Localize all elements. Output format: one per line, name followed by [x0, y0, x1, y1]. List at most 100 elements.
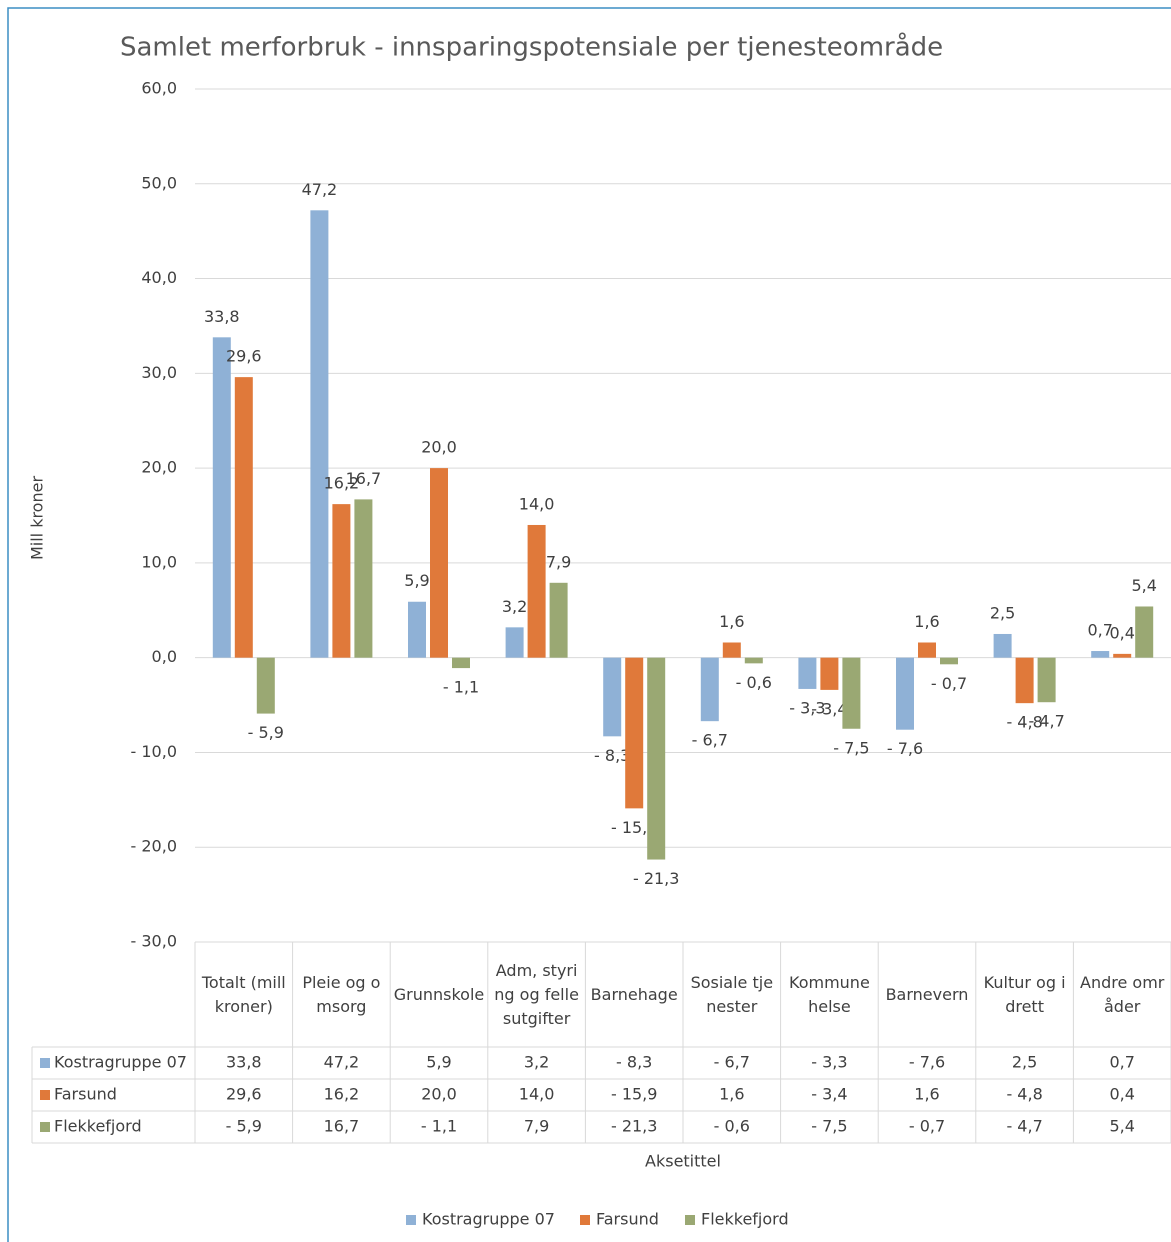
data-label: - 6,7 — [692, 731, 728, 750]
table-value: - 4,7 — [1006, 1117, 1042, 1136]
bar — [744, 657, 763, 664]
x-tick-label: Adm, styring og fellesutgifter — [494, 960, 579, 1028]
data-label: - 4,7 — [1028, 712, 1064, 731]
table-value: 16,2 — [324, 1085, 360, 1104]
data-label: 0,4 — [1109, 623, 1134, 642]
category-cell: Barnehage — [590, 984, 678, 1004]
table-value: 1,6 — [719, 1085, 744, 1104]
bar — [940, 657, 958, 665]
x-tick-label: Pleie og omsorg — [302, 972, 381, 1016]
table-value: - 21,3 — [611, 1117, 657, 1136]
legend-key — [40, 1058, 50, 1068]
table-value: - 4,8 — [1006, 1085, 1042, 1104]
table-value: 0,7 — [1109, 1053, 1134, 1072]
bar — [1113, 653, 1132, 658]
x-tick-label: Andre områder — [1080, 972, 1165, 1016]
bar — [1091, 651, 1110, 658]
bar — [647, 657, 666, 860]
bar — [1037, 657, 1056, 703]
bar — [430, 468, 448, 658]
category-cell: Sosiale tjenester — [690, 972, 774, 1016]
table-value: - 15,9 — [611, 1085, 657, 1104]
x-tick-label: Grunnskole — [393, 984, 485, 1004]
category-cell: Pleie og omsorg — [302, 972, 381, 1016]
data-label: - 0,6 — [736, 673, 772, 692]
data-label: 1,6 — [914, 612, 939, 631]
row-label: Farsund — [54, 1085, 117, 1104]
y-tick-label: 30,0 — [141, 363, 177, 382]
data-label: - 3,4 — [811, 699, 847, 718]
legend-key — [406, 1215, 416, 1225]
category-cell: Andre områder — [1080, 972, 1165, 1016]
table-value: - 0,6 — [714, 1117, 750, 1136]
legend-label: Flekkefjord — [701, 1210, 789, 1229]
bar — [332, 504, 351, 658]
legend-label: Kostragruppe 07 — [422, 1210, 555, 1229]
bar — [256, 657, 275, 714]
table-value: 1,6 — [914, 1085, 939, 1104]
data-label: - 4,8 — [1006, 713, 1042, 732]
legend-key — [685, 1215, 695, 1225]
bar — [310, 210, 329, 658]
legend-key — [40, 1090, 50, 1100]
table-value: - 8,3 — [616, 1053, 652, 1072]
data-label: 16,2 — [324, 474, 360, 493]
x-tick-label: Kommune helse — [789, 972, 870, 1016]
table-value: - 6,7 — [714, 1053, 750, 1072]
data-label: - 15,9 — [611, 818, 657, 837]
bar — [896, 657, 914, 730]
category-cell: Adm, styring og fellesutgifter — [494, 960, 579, 1028]
bar — [234, 377, 253, 658]
bar — [1015, 657, 1034, 704]
x-tick-label: Sosiale tjenester — [690, 972, 774, 1016]
y-tick-label: - 20,0 — [131, 837, 177, 856]
data-label: 5,9 — [404, 571, 429, 590]
bar — [842, 657, 861, 729]
x-tick-label: Barnevern — [885, 984, 969, 1004]
data-label: 20,0 — [421, 438, 457, 457]
bar — [527, 524, 546, 658]
table-value: - 0,7 — [909, 1117, 945, 1136]
bar — [354, 499, 373, 658]
bar — [700, 657, 719, 722]
bar — [408, 601, 426, 658]
table-value: 14,0 — [519, 1085, 555, 1104]
y-tick-label: 10,0 — [141, 552, 177, 571]
data-label: 47,2 — [302, 180, 338, 199]
data-label: 16,7 — [346, 469, 382, 488]
data-label: 2,5 — [990, 603, 1015, 622]
data-label: 0,7 — [1087, 621, 1112, 640]
table-value: 16,7 — [324, 1117, 360, 1136]
table-value: - 1,1 — [421, 1117, 457, 1136]
table-value: 5,9 — [426, 1053, 451, 1072]
bar — [722, 642, 741, 658]
data-label: - 8,3 — [594, 746, 630, 765]
y-tick-label: 0,0 — [152, 647, 177, 666]
table-value: 7,9 — [524, 1117, 549, 1136]
table-value: 47,2 — [324, 1053, 360, 1072]
legend-label: Farsund — [596, 1210, 659, 1229]
row-label: Flekkefjord — [54, 1117, 142, 1136]
bar — [603, 657, 622, 737]
chart-title: Samlet merforbruk - innsparingspotensial… — [120, 32, 943, 63]
legend-key — [40, 1122, 50, 1132]
bar — [505, 627, 524, 658]
x-axis-label: Aksetittel — [645, 1152, 721, 1171]
table-value: - 5,9 — [226, 1117, 262, 1136]
table-value: 3,2 — [524, 1053, 549, 1072]
table-value: 2,5 — [1012, 1053, 1037, 1072]
bar — [918, 642, 936, 658]
data-label: - 5,9 — [248, 723, 284, 742]
bar — [212, 337, 231, 658]
table-value: 29,6 — [226, 1085, 262, 1104]
data-label: - 1,1 — [443, 678, 479, 697]
x-tick-label: Barnehage — [590, 984, 678, 1004]
data-label: 1,6 — [719, 612, 744, 631]
row-label: Kostragruppe 07 — [54, 1053, 187, 1072]
data-label: - 0,7 — [931, 674, 967, 693]
data-label: 5,4 — [1131, 576, 1156, 595]
table-value: - 7,5 — [811, 1117, 847, 1136]
table-value: 5,4 — [1109, 1117, 1134, 1136]
category-cell: Kommune helse — [789, 972, 870, 1016]
